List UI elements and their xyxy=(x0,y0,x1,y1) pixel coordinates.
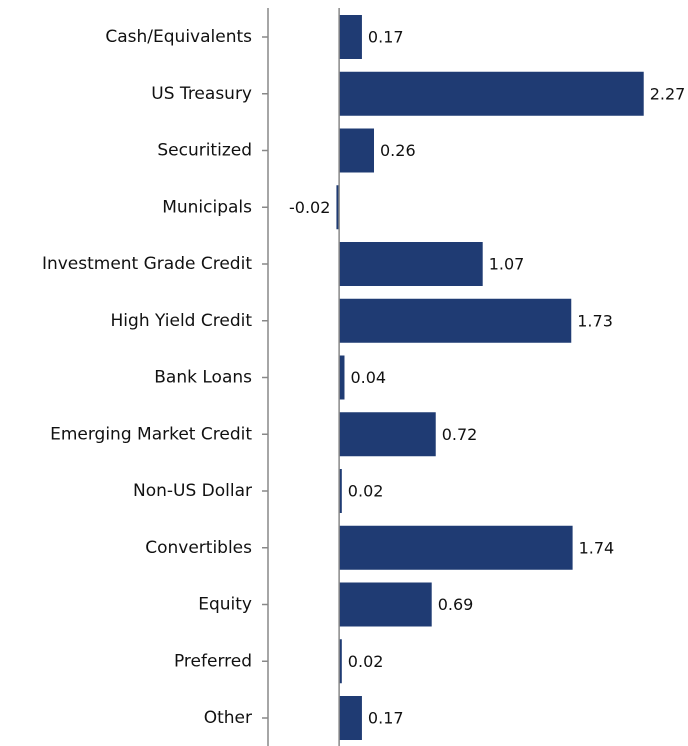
bar xyxy=(339,15,362,59)
category-label: Other xyxy=(204,708,252,728)
value-label: 0.72 xyxy=(442,425,478,444)
category-label: Equity xyxy=(198,595,252,615)
value-label: 0.04 xyxy=(350,368,386,387)
category-label: US Treasury xyxy=(151,84,252,104)
category-label: Non-US Dollar xyxy=(133,481,252,501)
bar xyxy=(339,71,644,116)
bar xyxy=(339,582,432,627)
bar xyxy=(339,639,342,684)
value-label: 0.02 xyxy=(348,482,384,501)
bar xyxy=(339,469,342,513)
category-label: Convertibles xyxy=(145,538,252,558)
bar xyxy=(339,298,572,343)
bar xyxy=(339,355,345,400)
value-label: -0.02 xyxy=(289,198,330,217)
value-label: 1.74 xyxy=(579,538,615,557)
category-label: Investment Grade Credit xyxy=(42,254,252,274)
value-label: 0.02 xyxy=(348,652,384,671)
value-label: 2.27 xyxy=(650,84,686,103)
category-label: Cash/Equivalents xyxy=(105,27,252,47)
value-label: 0.69 xyxy=(438,595,474,614)
category-label: Emerging Market Credit xyxy=(50,424,252,444)
bar xyxy=(339,242,483,286)
category-label: Preferred xyxy=(174,651,252,671)
bar xyxy=(339,525,573,570)
bar xyxy=(339,412,436,457)
category-label: High Yield Credit xyxy=(111,311,253,331)
category-label: Securitized xyxy=(157,141,252,161)
value-label: 0.26 xyxy=(380,141,416,160)
value-label: 0.17 xyxy=(368,28,404,47)
bar xyxy=(339,696,362,740)
value-label: 1.07 xyxy=(489,255,525,274)
category-label: Bank Loans xyxy=(154,368,252,388)
bar xyxy=(339,128,375,173)
value-label: 0.17 xyxy=(368,709,404,728)
bar xyxy=(336,185,340,230)
value-label: 1.73 xyxy=(577,311,613,330)
category-label: Municipals xyxy=(162,197,252,217)
